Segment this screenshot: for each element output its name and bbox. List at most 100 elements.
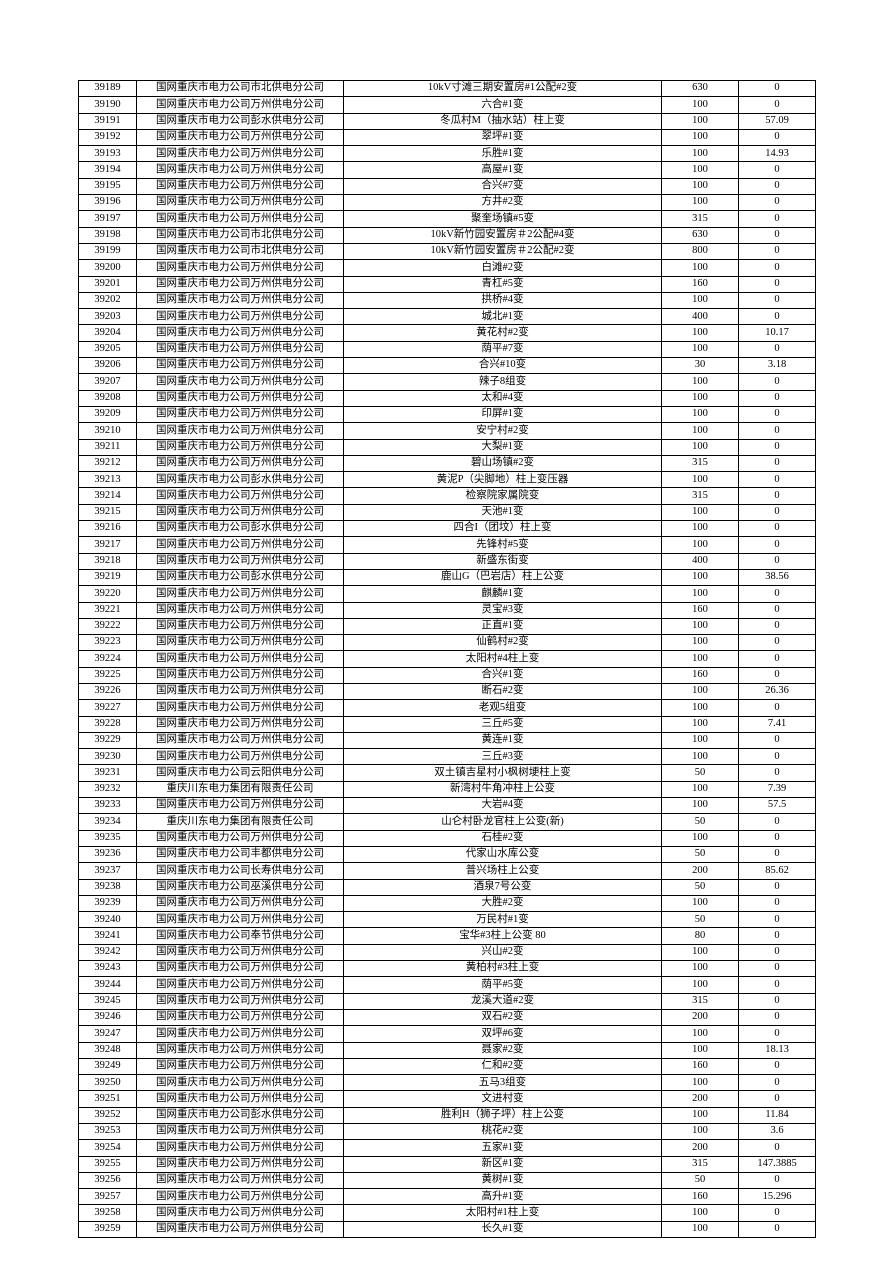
- cell-value: 0: [738, 1090, 816, 1108]
- cell-value: 0: [738, 177, 816, 196]
- cell-row-id: 39235: [78, 829, 137, 847]
- cell-supply-company: 国网重庆市电力公司万州供电分公司: [136, 340, 344, 359]
- table-row: 39222 国网重庆市电力公司万州供电分公司 正直#1变 100 0: [78, 617, 816, 636]
- cell-transformer-name: 代家山水库公变: [343, 845, 662, 864]
- table-row: 39238 国网重庆市电力公司巫溪供电分公司 酒泉7号公变 50 0: [78, 878, 816, 896]
- cell-transformer-name: 拱桥#4变: [343, 291, 662, 310]
- table-row: 39193 国网重庆市电力公司万州供电分公司 乐胜#1变 100 14.93: [78, 145, 816, 163]
- cell-value: 0: [738, 731, 816, 750]
- table-row: 39234 重庆川东电力集团有限责任公司 山仑村卧龙官柱上公变(新) 50 0: [78, 813, 816, 831]
- cell-transformer-name: 太阳村#4柱上变: [343, 650, 662, 668]
- cell-value: 0: [738, 829, 816, 847]
- cell-value: 0: [738, 552, 816, 570]
- cell-value: 0: [738, 666, 816, 684]
- cell-capacity: 315: [661, 454, 739, 473]
- table-row: 39203 国网重庆市电力公司万州供电分公司 城北#1变 400 0: [78, 308, 816, 326]
- cell-supply-company: 国网重庆市电力公司万州供电分公司: [136, 552, 344, 570]
- table-row: 39189 国网重庆市电力公司市北供电分公司 10kV寸滩三期安置房#1公配#2变 6…: [78, 79, 816, 98]
- cell-capacity: 100: [661, 617, 739, 636]
- cell-transformer-name: 灵宝#3变: [343, 601, 662, 619]
- cell-capacity: 100: [661, 194, 739, 212]
- table-row: 39247 国网重庆市电力公司万州供电分公司 双坪#6变 100 0: [78, 1025, 816, 1043]
- table-container: 39189 国网重庆市电力公司市北供电分公司 10kV寸滩三期安置房#1公配#2变 6…: [78, 79, 816, 1239]
- cell-value: 38.56: [738, 568, 816, 587]
- cell-row-id: 39215: [78, 503, 137, 522]
- cell-transformer-name: 长久#1变: [343, 1220, 662, 1239]
- cell-capacity: 30: [661, 357, 739, 375]
- cell-supply-company: 国网重庆市电力公司万州供电分公司: [136, 210, 344, 228]
- cell-row-id: 39191: [78, 112, 137, 130]
- cell-row-id: 39245: [78, 992, 137, 1010]
- cell-transformer-name: 白滩#2变: [343, 259, 662, 277]
- table-row: 39245 国网重庆市电力公司万州供电分公司 龙溪大道#2变 315 0: [78, 992, 816, 1010]
- cell-value: 7.39: [738, 780, 816, 799]
- cell-value: 0: [738, 422, 816, 440]
- cell-supply-company: 国网重庆市电力公司万州供电分公司: [136, 585, 344, 603]
- table-row: 39226 国网重庆市电力公司万州供电分公司 断石#2变 100 26.36: [78, 682, 816, 701]
- table-row: 39244 国网重庆市电力公司万州供电分公司 荫平#5变 100 0: [78, 976, 816, 994]
- cell-capacity: 100: [661, 829, 739, 847]
- cell-transformer-name: 鹿山G（巴岩店）柱上公变: [343, 568, 662, 587]
- cell-capacity: 100: [661, 259, 739, 277]
- table-row: 39249 国网重庆市电力公司万州供电分公司 仁和#2变 160 0: [78, 1057, 816, 1076]
- cell-capacity: 100: [661, 682, 739, 701]
- cell-row-id: 39250: [78, 1074, 137, 1092]
- cell-value: 0: [738, 699, 816, 717]
- table-row: 39225 国网重庆市电力公司万州供电分公司 合兴#1变 160 0: [78, 666, 816, 684]
- cell-transformer-name: 普兴场柱上公变: [343, 862, 662, 880]
- cell-transformer-name: 城北#1变: [343, 308, 662, 326]
- cell-capacity: 160: [661, 666, 739, 684]
- table-row: 39194 国网重庆市电力公司万州供电分公司 高屋#1变 100 0: [78, 161, 816, 179]
- cell-value: 10.17: [738, 324, 816, 342]
- cell-transformer-name: 六合#1变: [343, 96, 662, 114]
- cell-capacity: 100: [661, 177, 739, 196]
- cell-capacity: 100: [661, 503, 739, 522]
- table-row: 39253 国网重庆市电力公司万州供电分公司 桃花#2变 100 3.6: [78, 1122, 816, 1141]
- cell-capacity: 100: [661, 112, 739, 130]
- cell-transformer-name: 高屋#1变: [343, 161, 662, 179]
- cell-capacity: 100: [661, 748, 739, 766]
- cell-value: 0: [738, 389, 816, 407]
- cell-row-id: 39220: [78, 585, 137, 603]
- cell-transformer-name: 五马3组变: [343, 1074, 662, 1092]
- cell-value: 0: [738, 992, 816, 1010]
- cell-transformer-name: 冬瓜村M（抽水站）柱上变: [343, 112, 662, 130]
- cell-row-id: 39238: [78, 878, 137, 896]
- cell-transformer-name: 青杠#5变: [343, 275, 662, 293]
- cell-row-id: 39257: [78, 1188, 137, 1206]
- cell-transformer-name: 高升#1变: [343, 1188, 662, 1206]
- cell-row-id: 39256: [78, 1171, 137, 1190]
- table-row: 39192 国网重庆市电力公司万州供电分公司 翠坪#1变 100 0: [78, 128, 816, 147]
- cell-transformer-name: 正直#1变: [343, 617, 662, 636]
- cell-row-id: 39228: [78, 715, 137, 733]
- cell-supply-company: 国网重庆市电力公司彭水供电分公司: [136, 471, 344, 489]
- cell-capacity: 50: [661, 764, 739, 782]
- cell-supply-company: 国网重庆市电力公司万州供电分公司: [136, 1188, 344, 1206]
- cell-transformer-name: 天池#1变: [343, 503, 662, 522]
- cell-supply-company: 国网重庆市电力公司万州供电分公司: [136, 308, 344, 326]
- cell-value: 0: [738, 960, 816, 978]
- cell-capacity: 100: [661, 1106, 739, 1125]
- table-row: 39237 国网重庆市电力公司长寿供电分公司 普兴场柱上公变 200 85.62: [78, 862, 816, 880]
- table-row: 39190 国网重庆市电力公司万州供电分公司 六合#1变 100 0: [78, 96, 816, 114]
- cell-supply-company: 国网重庆市电力公司万州供电分公司: [136, 405, 344, 424]
- table-row: 39258 国网重庆市电力公司万州供电分公司 太阳村#1柱上变 100 0: [78, 1204, 816, 1222]
- cell-value: 0: [738, 894, 816, 913]
- cell-transformer-name: 太和#4变: [343, 389, 662, 407]
- cell-row-id: 39249: [78, 1057, 137, 1076]
- cell-supply-company: 国网重庆市电力公司彭水供电分公司: [136, 1106, 344, 1125]
- cell-row-id: 39199: [78, 242, 137, 261]
- cell-supply-company: 国网重庆市电力公司万州供电分公司: [136, 1220, 344, 1239]
- cell-capacity: 800: [661, 242, 739, 261]
- table-row: 39198 国网重庆市电力公司市北供电分公司 10kV新竹园安置房＃2公配#4变 63…: [78, 226, 816, 244]
- cell-value: 0: [738, 308, 816, 326]
- table-row: 39232 重庆川东电力集团有限责任公司 新湾村牛角冲柱上公变 100 7.39: [78, 780, 816, 799]
- cell-value: 0: [738, 226, 816, 244]
- cell-supply-company: 重庆川东电力集团有限责任公司: [136, 780, 344, 799]
- cell-capacity: 50: [661, 878, 739, 896]
- cell-supply-company: 国网重庆市电力公司万州供电分公司: [136, 1122, 344, 1141]
- cell-capacity: 200: [661, 1008, 739, 1027]
- cell-capacity: 315: [661, 992, 739, 1010]
- table-row: 39208 国网重庆市电力公司万州供电分公司 太和#4变 100 0: [78, 389, 816, 407]
- cell-transformer-name: 龙溪大道#2变: [343, 992, 662, 1010]
